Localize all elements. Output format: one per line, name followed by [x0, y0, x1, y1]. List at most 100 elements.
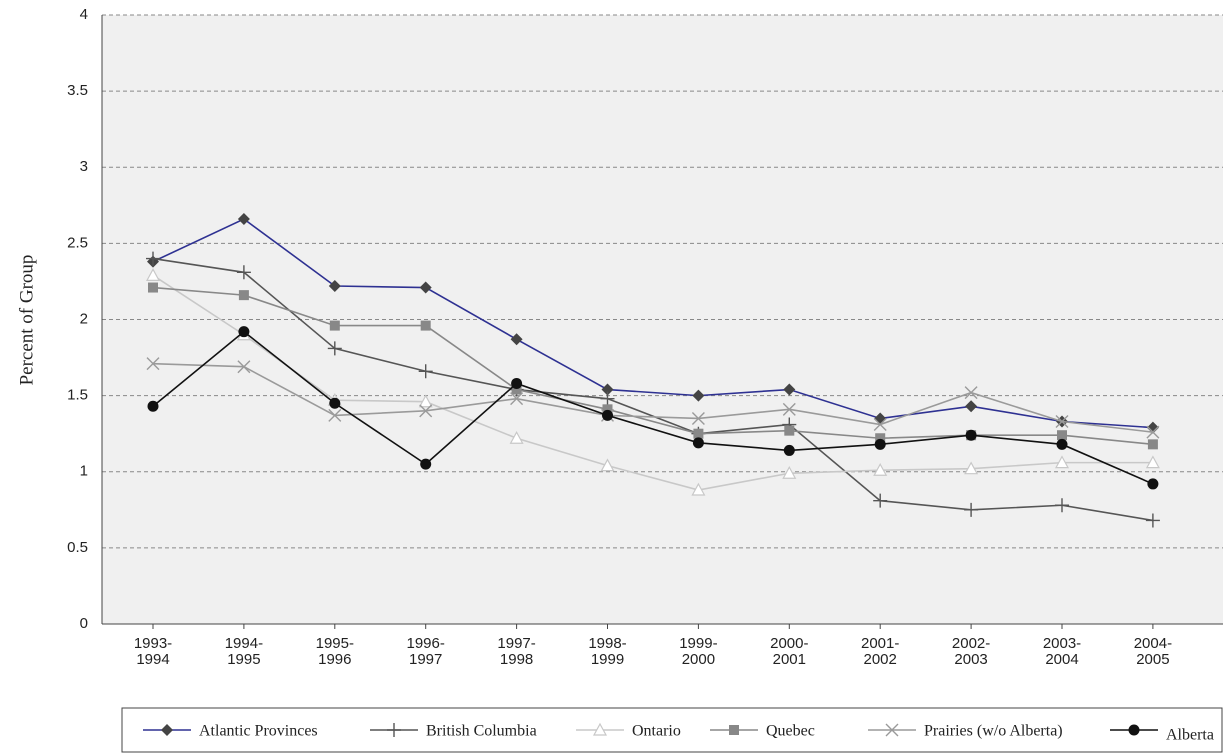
legend-marker — [592, 722, 608, 736]
marker — [1055, 498, 1069, 513]
x-tick-label: 1998-1999 — [588, 635, 627, 668]
marker — [146, 251, 160, 266]
marker — [602, 409, 613, 421]
legend — [121, 707, 1223, 753]
x-tick-label: 1994-1995 — [224, 635, 264, 668]
legend-label: Atlantic Provinces — [199, 723, 318, 740]
marker — [329, 320, 340, 331]
legend-marker — [387, 723, 401, 737]
marker — [1145, 513, 1160, 528]
y-tick-label: 4 — [80, 6, 88, 23]
x-tick-label: 1995-1996 — [315, 635, 354, 668]
marker — [238, 326, 250, 338]
marker — [1055, 415, 1069, 429]
x-tick-label: 2003-2004 — [1042, 635, 1082, 668]
marker — [964, 386, 978, 400]
marker — [692, 389, 705, 402]
legend-marker — [161, 724, 173, 736]
x-tick-label: 1996-1997 — [406, 635, 445, 668]
marker — [873, 418, 887, 432]
marker — [782, 402, 796, 416]
series-line — [152, 286, 1153, 446]
marker — [420, 320, 431, 331]
marker — [1056, 438, 1068, 450]
legend-label: Prairies (w/o Alberta) — [924, 723, 1063, 740]
y-tick-label: 2 — [80, 310, 88, 327]
legend-label: Quebec — [766, 723, 815, 740]
y-tick-label: 3 — [80, 158, 88, 175]
marker — [236, 265, 251, 280]
legend-label: British Columbia — [426, 723, 537, 740]
x-tick-label: 1999-2000 — [679, 635, 718, 668]
legend-marker — [729, 725, 739, 735]
marker — [602, 404, 613, 415]
marker — [783, 383, 796, 396]
y-axis-label: Percent of Group — [16, 255, 37, 386]
marker — [873, 493, 888, 508]
marker — [148, 282, 158, 293]
marker — [782, 466, 797, 479]
x-tick-label: 2000-2001 — [770, 635, 809, 668]
marker — [691, 411, 705, 425]
marker — [1147, 439, 1158, 450]
marker — [965, 400, 978, 413]
series-line — [152, 330, 1154, 485]
x-tick-label: 2002-2003 — [951, 635, 991, 668]
marker — [601, 383, 614, 396]
marker — [238, 290, 249, 301]
legend-marker — [1128, 724, 1140, 736]
x-tick-label: 2001-2002 — [861, 635, 900, 668]
legend-label: Ontario — [632, 723, 681, 740]
marker — [692, 437, 704, 449]
marker — [783, 444, 795, 456]
marker — [511, 384, 522, 395]
marker — [510, 333, 523, 346]
marker — [964, 461, 979, 475]
marker — [965, 429, 977, 441]
y-tick-label: 1.5 — [67, 387, 88, 404]
marker — [1054, 455, 1070, 469]
series-line — [152, 362, 1153, 433]
marker — [237, 213, 250, 226]
marker — [1145, 455, 1160, 469]
marker — [600, 458, 615, 472]
marker — [145, 268, 161, 281]
marker — [1146, 421, 1159, 434]
legend-label: Alberta — [1166, 727, 1214, 744]
x-tick-label: 1993-1994 — [133, 635, 173, 668]
marker — [875, 433, 886, 444]
marker — [600, 391, 615, 406]
marker — [784, 425, 795, 436]
y-tick-label: 1 — [80, 463, 88, 480]
x-tick-label: 1997-1998 — [497, 635, 536, 668]
legend-marker — [885, 723, 899, 737]
marker — [147, 400, 159, 412]
marker — [1057, 430, 1067, 441]
series-line — [152, 218, 1153, 429]
marker — [419, 281, 432, 294]
marker — [511, 377, 523, 389]
marker — [874, 438, 886, 450]
marker — [418, 364, 433, 379]
marker — [419, 404, 433, 418]
marker — [1146, 425, 1160, 439]
marker — [328, 280, 341, 293]
marker — [329, 397, 341, 409]
marker — [1147, 478, 1159, 490]
series-line — [152, 274, 1153, 491]
marker — [146, 357, 160, 371]
marker — [418, 394, 433, 408]
x-tick-label: 2004-2005 — [1133, 635, 1173, 668]
marker — [510, 392, 524, 406]
y-tick-label: 3.5 — [67, 82, 88, 99]
y-tick-label: 0 — [80, 615, 88, 632]
marker — [693, 428, 704, 439]
marker — [237, 360, 251, 374]
marker — [327, 341, 342, 356]
marker — [509, 431, 524, 444]
y-tick-label: 2.5 — [67, 234, 88, 251]
marker — [873, 462, 888, 476]
marker — [691, 482, 706, 496]
